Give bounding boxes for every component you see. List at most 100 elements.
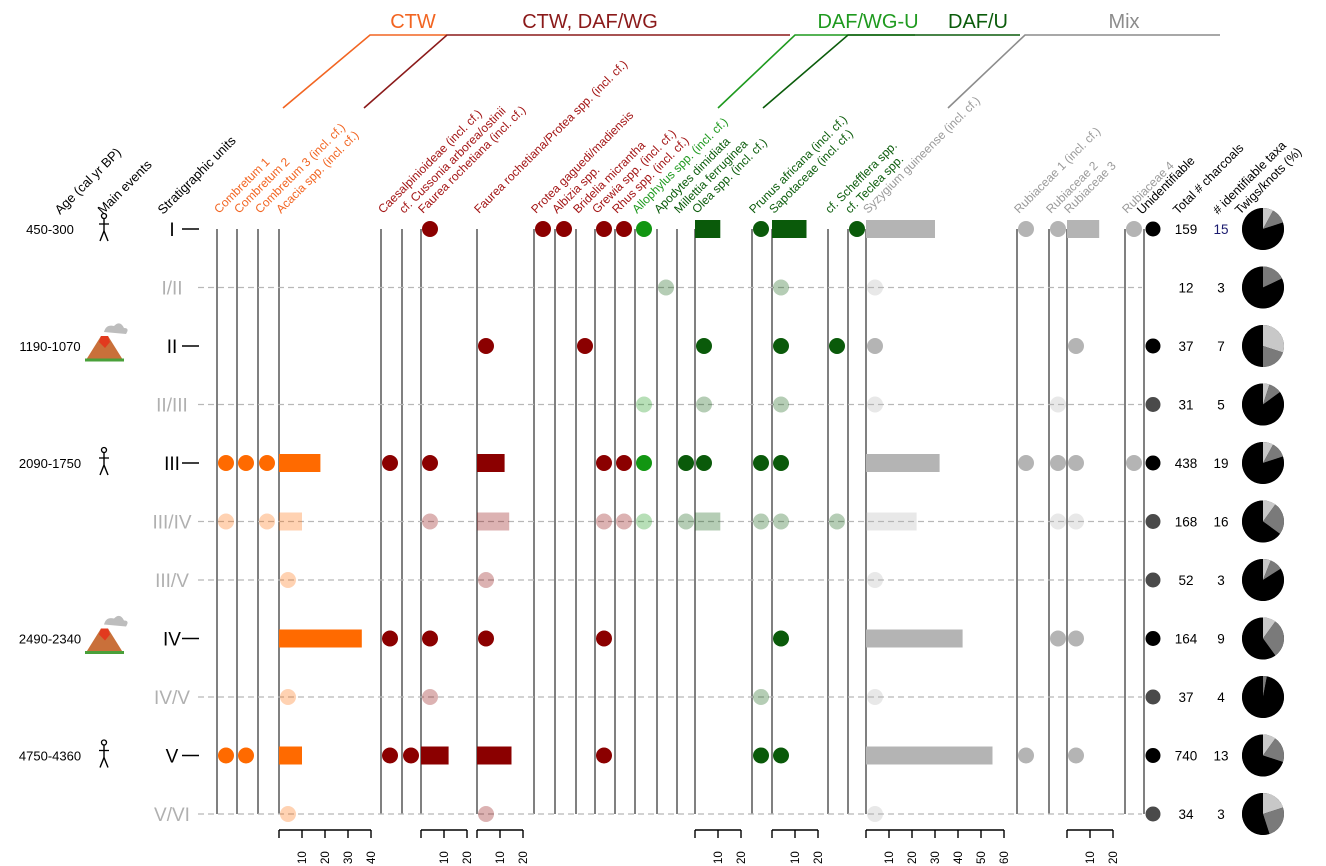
dot-mark <box>678 455 694 471</box>
dot-mark <box>867 572 883 588</box>
pie-slice <box>1241 208 1284 251</box>
scale-tick-label: 40 <box>953 851 965 864</box>
volcano-lava <box>99 628 110 641</box>
bar-mark <box>279 454 321 472</box>
scale-tick-label: 10 <box>713 851 725 864</box>
dot-mark <box>1068 747 1084 764</box>
dot-mark <box>422 221 438 237</box>
volcano-lava <box>99 336 110 348</box>
dot-mark <box>1068 513 1084 530</box>
scale-tick-label: 10 <box>884 851 896 864</box>
scale-tick-label: 10 <box>495 851 507 864</box>
dot-mark <box>1018 747 1034 764</box>
scale-tick-label: 30 <box>930 851 942 864</box>
group-bracket-ctw <box>282 34 447 109</box>
dot-mark <box>616 455 632 471</box>
pie-slice <box>1242 383 1284 426</box>
pie-slice <box>1242 617 1276 660</box>
dot-mark <box>616 513 632 530</box>
dot-mark <box>535 221 551 237</box>
age-label: 4750-4360 <box>19 749 81 764</box>
bar-mark <box>866 746 993 765</box>
group-label-ctw: CTW <box>390 11 436 33</box>
total-count: 740 <box>1175 749 1198 764</box>
dot-mark <box>280 806 296 822</box>
age-label: 2490-2340 <box>19 632 81 647</box>
dot-mark <box>577 338 593 354</box>
bar-mark <box>477 746 512 765</box>
pie-slice <box>1242 442 1284 484</box>
unidentifiable-dot <box>1145 806 1161 822</box>
pie-slice <box>1263 793 1283 814</box>
dot-mark <box>596 513 612 530</box>
unidentifiable-dot <box>1145 572 1161 588</box>
dot-mark <box>867 279 883 296</box>
dot-mark <box>636 221 652 237</box>
dot-mark <box>753 747 769 764</box>
human-icon <box>99 446 109 476</box>
dot-mark <box>753 689 769 705</box>
volcano-icon <box>85 323 128 362</box>
scale-tick-label: 10 <box>297 851 309 864</box>
total-count: 52 <box>1178 573 1193 588</box>
scale-tick-label: 20 <box>462 851 474 864</box>
dot-mark <box>1126 221 1142 237</box>
dot-mark <box>596 455 612 471</box>
pie-slice <box>1263 676 1267 697</box>
group-bracket-ctwdaf <box>363 34 790 109</box>
column-labels: Age (cal yr BP)Main events Stratigraphic … <box>52 57 1305 217</box>
dot-mark <box>773 279 789 296</box>
taxa-count: 7 <box>1217 339 1225 354</box>
dot-mark <box>636 513 652 530</box>
dot-mark <box>658 279 674 296</box>
dot-mark <box>753 513 769 530</box>
total-count: 168 <box>1175 515 1198 530</box>
group-bracket-dafwgu <box>717 34 915 109</box>
data-marks <box>218 208 1285 836</box>
total-count: 34 <box>1178 807 1194 822</box>
dot-mark <box>478 630 494 647</box>
pie-slice <box>1263 734 1276 756</box>
bar-mark <box>477 512 510 531</box>
bar-mark <box>279 512 302 531</box>
unit-label: IV/V <box>154 688 190 709</box>
age-label: 450-300 <box>26 222 74 237</box>
total-count: 438 <box>1175 456 1198 471</box>
dot-mark <box>867 338 883 354</box>
dot-mark <box>596 747 612 764</box>
dot-mark <box>478 572 494 588</box>
unit-label: II <box>167 337 178 358</box>
total-count: 159 <box>1175 222 1198 237</box>
dot-mark <box>636 455 652 471</box>
unit-label: III <box>164 454 180 475</box>
dot-mark <box>1050 455 1066 471</box>
scale-tick-label: 20 <box>320 851 332 864</box>
dot-mark <box>238 455 254 471</box>
taxa-count: 19 <box>1213 456 1228 471</box>
human-icon <box>99 739 109 768</box>
bar-mark <box>279 746 302 765</box>
dot-mark <box>1068 455 1084 471</box>
unit-label: V/VI <box>154 805 190 826</box>
human-icon <box>99 212 109 242</box>
bar-mark <box>421 746 449 765</box>
dot-mark <box>422 455 438 471</box>
dot-mark <box>280 572 296 588</box>
dot-mark <box>867 689 883 705</box>
dot-mark <box>1050 221 1066 237</box>
dot-mark <box>382 747 398 764</box>
dot-mark <box>829 513 845 530</box>
taxa-count: 16 <box>1213 515 1228 530</box>
human-leg <box>103 464 109 476</box>
pie-slice <box>1242 559 1284 601</box>
taxa-count: 4 <box>1217 690 1225 705</box>
pie-slice <box>1263 208 1274 229</box>
age-label: 2090-1750 <box>19 456 81 471</box>
dot-mark <box>1018 221 1034 237</box>
total-count: 31 <box>1178 398 1193 413</box>
dot-mark <box>422 630 438 647</box>
unidentifiable-dot <box>1145 397 1161 412</box>
unit-label: I/II <box>161 279 182 300</box>
pie-slice <box>1242 734 1283 777</box>
total-count: 37 <box>1178 339 1193 354</box>
